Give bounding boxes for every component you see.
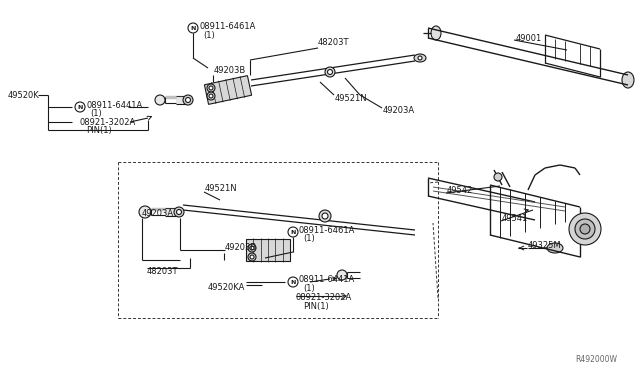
Text: 49542: 49542 (447, 186, 473, 195)
Circle shape (207, 84, 215, 92)
Text: (1): (1) (203, 31, 215, 39)
Text: 49520K: 49520K (8, 90, 40, 99)
Ellipse shape (622, 72, 634, 88)
Text: 49203B: 49203B (225, 244, 257, 253)
Circle shape (418, 56, 422, 60)
Text: N: N (291, 230, 296, 234)
Circle shape (569, 213, 601, 245)
Text: 08911-6441A: 08911-6441A (299, 276, 355, 285)
Text: 49203A: 49203A (383, 106, 415, 115)
Text: 49521N: 49521N (335, 93, 367, 103)
Circle shape (288, 227, 298, 237)
Circle shape (209, 94, 213, 98)
Circle shape (248, 253, 256, 261)
Text: N: N (77, 105, 83, 109)
Circle shape (248, 244, 256, 252)
Circle shape (319, 210, 331, 222)
Text: (1): (1) (303, 234, 315, 243)
Text: 49520KA: 49520KA (208, 283, 245, 292)
Text: 08921-3202A: 08921-3202A (296, 294, 352, 302)
Circle shape (188, 23, 198, 33)
Circle shape (250, 246, 254, 250)
Polygon shape (204, 76, 252, 105)
Text: 08921-3202A: 08921-3202A (79, 118, 135, 126)
Circle shape (575, 219, 595, 239)
Text: 48203T: 48203T (147, 267, 179, 276)
Text: 49325M: 49325M (528, 241, 562, 250)
Polygon shape (246, 239, 290, 261)
Text: 49203B: 49203B (214, 65, 246, 74)
Text: PIN(1): PIN(1) (303, 301, 329, 311)
Circle shape (209, 86, 213, 90)
Text: 08911-6441A: 08911-6441A (86, 100, 142, 109)
Ellipse shape (414, 54, 426, 62)
Circle shape (75, 102, 85, 112)
Circle shape (183, 95, 193, 105)
Text: R492000W: R492000W (575, 356, 617, 365)
Circle shape (328, 70, 333, 74)
Text: N: N (291, 279, 296, 285)
Circle shape (288, 277, 298, 287)
Circle shape (174, 207, 184, 217)
Text: PIN(1): PIN(1) (86, 125, 112, 135)
Circle shape (322, 213, 328, 219)
Text: 49521N: 49521N (205, 183, 237, 192)
Text: N: N (190, 26, 196, 31)
Text: 08911-6461A: 08911-6461A (199, 22, 255, 31)
Circle shape (325, 67, 335, 77)
Circle shape (207, 92, 215, 100)
Text: 48203T: 48203T (318, 38, 349, 46)
Text: 49001: 49001 (516, 33, 542, 42)
Text: 49541: 49541 (502, 214, 528, 222)
Text: (1): (1) (303, 283, 315, 292)
Circle shape (580, 224, 590, 234)
Circle shape (494, 173, 502, 181)
Circle shape (139, 206, 151, 218)
Ellipse shape (547, 243, 563, 253)
Circle shape (177, 209, 182, 215)
Circle shape (337, 270, 347, 280)
Text: 49203A: 49203A (142, 208, 174, 218)
Circle shape (250, 255, 254, 259)
Circle shape (155, 95, 165, 105)
Circle shape (186, 97, 191, 103)
Text: 08911-6461A: 08911-6461A (299, 225, 355, 234)
Text: (1): (1) (90, 109, 102, 118)
Ellipse shape (431, 26, 441, 40)
